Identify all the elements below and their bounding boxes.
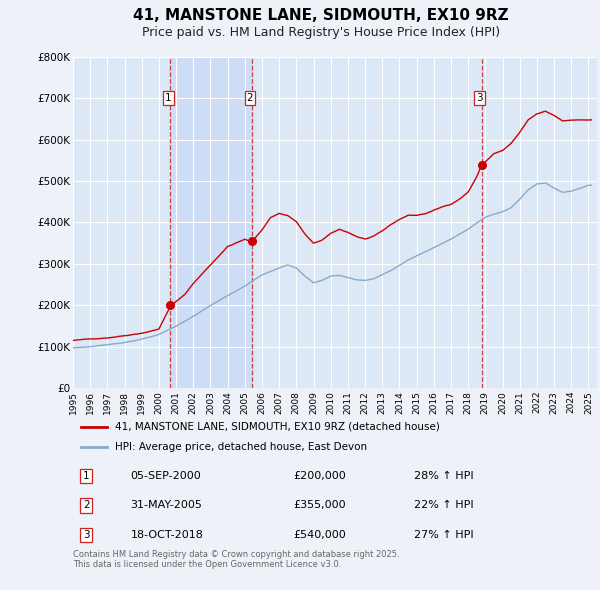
Text: Contains HM Land Registry data © Crown copyright and database right 2025.
This d: Contains HM Land Registry data © Crown c… <box>73 550 400 569</box>
Text: 18-OCT-2018: 18-OCT-2018 <box>131 530 203 540</box>
Text: 1: 1 <box>83 471 89 481</box>
Text: 3: 3 <box>83 530 89 540</box>
Text: 31-MAY-2005: 31-MAY-2005 <box>131 500 203 510</box>
Bar <box>170 57 252 388</box>
Text: 1: 1 <box>165 93 172 103</box>
Text: £355,000: £355,000 <box>293 500 346 510</box>
Text: 22% ↑ HPI: 22% ↑ HPI <box>413 500 473 510</box>
Text: 3: 3 <box>476 93 483 103</box>
Text: £540,000: £540,000 <box>293 530 346 540</box>
Text: Price paid vs. HM Land Registry's House Price Index (HPI): Price paid vs. HM Land Registry's House … <box>142 26 500 39</box>
Text: HPI: Average price, detached house, East Devon: HPI: Average price, detached house, East… <box>115 442 367 452</box>
Text: 05-SEP-2000: 05-SEP-2000 <box>131 471 202 481</box>
Text: 28% ↑ HPI: 28% ↑ HPI <box>413 471 473 481</box>
Text: 27% ↑ HPI: 27% ↑ HPI <box>413 530 473 540</box>
Text: 2: 2 <box>83 500 89 510</box>
Text: 41, MANSTONE LANE, SIDMOUTH, EX10 9RZ (detached house): 41, MANSTONE LANE, SIDMOUTH, EX10 9RZ (d… <box>115 422 440 432</box>
Text: 2: 2 <box>247 93 253 103</box>
Text: 41, MANSTONE LANE, SIDMOUTH, EX10 9RZ: 41, MANSTONE LANE, SIDMOUTH, EX10 9RZ <box>133 8 509 23</box>
Text: £200,000: £200,000 <box>293 471 346 481</box>
